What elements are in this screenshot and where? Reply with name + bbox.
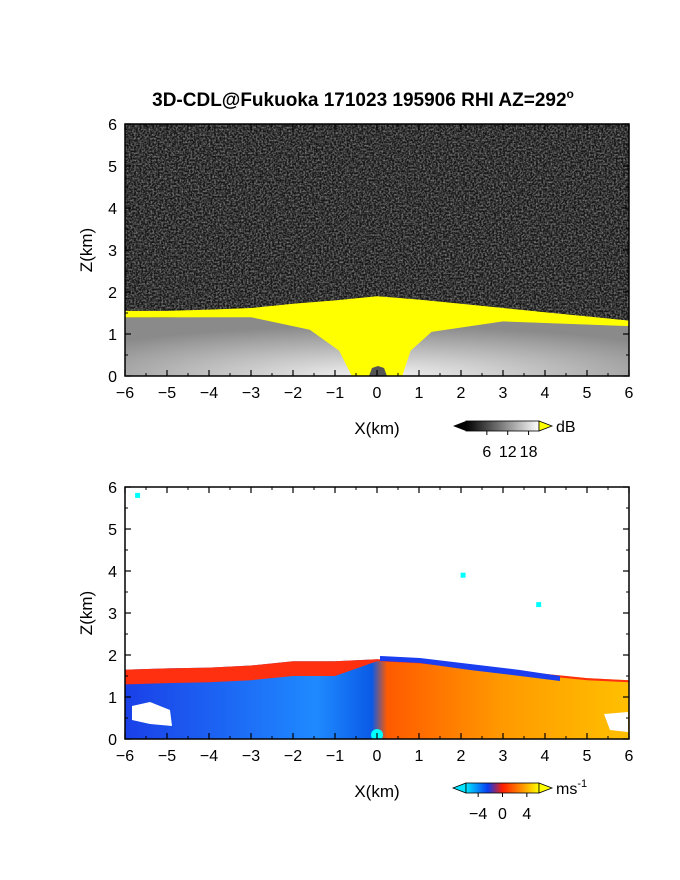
x-tick-label: 2 (457, 748, 466, 765)
x-tick-label: 1 (415, 385, 424, 402)
y-tick-label: 1 (108, 327, 117, 344)
colorbar-ticks: −4 0 4 (469, 793, 531, 823)
colorbar-backscatter: dB 6 12 18 (453, 419, 576, 461)
x-tick-label: −6 (116, 385, 134, 402)
colorbar-under-arrow (453, 421, 466, 431)
x-tick-label: 1 (415, 748, 424, 765)
x-tick-label: 5 (583, 385, 592, 402)
isolated-point (135, 492, 141, 498)
velocity-white-gap-right (604, 712, 628, 732)
x-tick-label: 6 (625, 385, 634, 402)
y-tick-label: 1 (108, 690, 117, 707)
colorbar-gradient (465, 420, 540, 432)
x-axis-label: X(km) (354, 782, 399, 801)
axis-ticks: −6 −5 −4 −3 −2 −1 0 1 2 3 4 5 6 0 1 2 3 4 5 6 (108, 117, 633, 402)
isolated-point (536, 602, 542, 608)
isolated-point (460, 572, 466, 578)
x-tick-label: 5 (583, 748, 592, 765)
x-tick-label: −4 (200, 748, 218, 765)
y-tick-label: 5 (108, 522, 117, 539)
velocity-blue-fringe (380, 656, 560, 681)
y-tick-label: 0 (108, 732, 117, 749)
x-tick-label: −4 (200, 385, 218, 402)
x-axis-label: X(km) (354, 419, 399, 438)
velocity-field (125, 487, 629, 739)
y-tick-label: 3 (108, 606, 117, 623)
x-tick-label: −5 (158, 385, 176, 402)
colorbar-under-arrow (451, 782, 467, 794)
colorbar-tick-label: 12 (499, 444, 517, 461)
backscatter-field (125, 124, 629, 376)
x-tick-label: 2 (457, 385, 466, 402)
y-tick-label: 4 (108, 201, 117, 218)
y-tick-label: 5 (108, 159, 117, 176)
colorbar-tick-label: −4 (469, 806, 487, 823)
x-tick-label: −2 (284, 748, 302, 765)
velocity-white-gap-left (132, 702, 172, 726)
y-tick-label: 3 (108, 243, 117, 260)
x-tick-label: 6 (625, 748, 634, 765)
x-tick-label: −3 (242, 748, 260, 765)
colorbar-tick-label: 0 (498, 806, 507, 823)
colorbar-tick-label: 4 (522, 806, 531, 823)
x-tick-label: 3 (499, 748, 508, 765)
x-tick-label: −6 (116, 748, 134, 765)
isolated-points (135, 492, 542, 608)
y-axis-label: Z(km) (77, 228, 96, 272)
x-tick-label: 4 (541, 748, 550, 765)
colorbar-unit: dB (556, 419, 576, 436)
y-tick-label: 2 (108, 648, 117, 665)
y-tick-label: 0 (108, 369, 117, 386)
backscatter-ground-bump (369, 366, 387, 376)
x-tick-label: 0 (373, 385, 382, 402)
colorbar-unit: ms-1 (556, 778, 587, 798)
colorbar-tick-label: 18 (520, 444, 538, 461)
colorbar-over-arrow (538, 420, 554, 432)
x-tick-label: 3 (499, 385, 508, 402)
y-tick-label: 2 (108, 285, 117, 302)
x-tick-label: −1 (326, 748, 344, 765)
panel-velocity: −6 −5 −4 −3 −2 −1 0 1 2 3 4 5 6 0 1 2 3 4 5 6 X(km) Z(km) m… (77, 480, 634, 823)
x-tick-label: 0 (373, 748, 382, 765)
x-tick-label: −1 (326, 385, 344, 402)
x-tick-label: −5 (158, 748, 176, 765)
colorbar-velocity: ms-1 −4 0 4 (451, 778, 587, 823)
y-tick-label: 6 (108, 117, 117, 134)
axis-ticks: −6 −5 −4 −3 −2 −1 0 1 2 3 4 5 6 0 1 2 3 4 5 6 (108, 480, 633, 765)
velocity-top-band (125, 659, 629, 685)
x-tick-label: −2 (284, 385, 302, 402)
backscatter-layer-yellow (125, 296, 629, 376)
x-tick-label: 4 (541, 385, 550, 402)
colorbar-tick-label: 6 (482, 444, 491, 461)
chart-title: 3D-CDL@Fukuoka 171023 195906 RHI AZ=292o (152, 87, 574, 111)
colorbar-gradient (465, 782, 540, 794)
y-axis-label: Z(km) (77, 591, 96, 635)
y-tick-label: 4 (108, 564, 117, 581)
colorbar-over-arrow (538, 782, 554, 794)
colorbar-ticks: 6 12 18 (482, 431, 538, 461)
x-tick-label: −3 (242, 385, 260, 402)
y-tick-label: 6 (108, 480, 117, 497)
